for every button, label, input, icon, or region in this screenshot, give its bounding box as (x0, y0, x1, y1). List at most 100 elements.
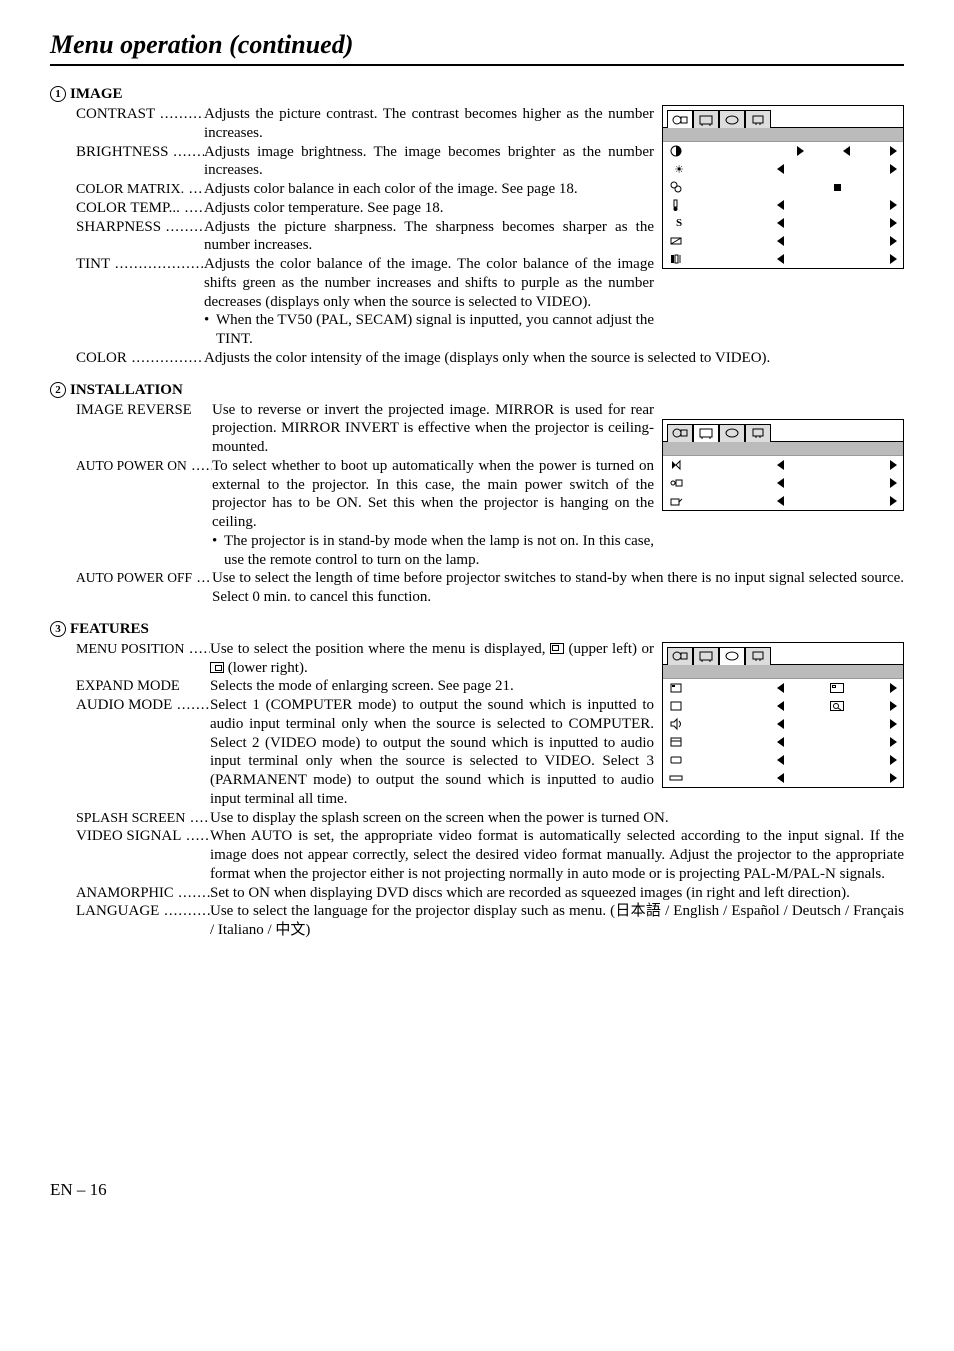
menu-panel-features (662, 642, 904, 788)
label-contrast: CONTRAST (76, 105, 204, 124)
desc-splash: Use to display the splash screen on the … (210, 809, 904, 828)
label-color: COLOR (76, 349, 204, 368)
label-anam: ANAMORPHIC (76, 884, 210, 903)
desc-menupos: Use to select the position where the men… (210, 640, 654, 678)
tri-l-icon (777, 200, 784, 210)
menu-row-splash[interactable] (663, 733, 903, 751)
page-number: EN – 16 (50, 1180, 904, 1200)
menu-tabs (663, 643, 903, 665)
item-sharpness: SHARPNESSAdjusts the picture sharpness. … (76, 218, 654, 256)
menu-row-expand[interactable] (663, 697, 903, 715)
menu-row-apoff[interactable] (663, 492, 903, 510)
tri-l-icon (843, 146, 850, 156)
tab-signal-icon[interactable] (745, 647, 771, 665)
menu-row-bright[interactable]: ☀ (663, 160, 903, 178)
section-features-header: 3FEATURES (50, 621, 904, 638)
tri-r-icon (890, 478, 897, 488)
upperleft-icon (550, 643, 564, 654)
menu-row-contrast[interactable] (663, 142, 903, 160)
tab-signal-icon[interactable] (745, 424, 771, 442)
tri-l-icon (777, 218, 784, 228)
desc-color: Adjusts the color intensity of the image… (204, 349, 904, 368)
label-colormatrix: COLOR MATRIX. (76, 180, 204, 199)
menu-row-audio[interactable] (663, 715, 903, 733)
tri-l-icon (777, 478, 784, 488)
tri-l-icon (777, 737, 784, 747)
splash-icon (669, 735, 689, 749)
tab-features-icon[interactable] (719, 110, 745, 128)
tri-l-icon (777, 755, 784, 765)
lowerright-icon (210, 662, 224, 673)
desc-anam: Set to ON when displaying DVD discs whic… (210, 884, 904, 903)
menu-row-reverse[interactable] (663, 456, 903, 474)
menu-toprow (663, 665, 903, 679)
tri-r-icon (890, 460, 897, 470)
tab-features-icon[interactable] (719, 424, 745, 442)
section-features-title: FEATURES (70, 621, 149, 637)
tab-features-icon[interactable] (719, 647, 745, 665)
desc-colortemp: Adjusts color temperature. See page 18. (204, 199, 654, 218)
tri-r-icon (890, 236, 897, 246)
tab-image-icon[interactable] (667, 110, 693, 128)
menu-row-matrix[interactable] (663, 178, 903, 196)
tab-install-icon[interactable] (693, 647, 719, 665)
item-brightness: BRIGHTNESSAdjusts image brightness. The … (76, 143, 654, 181)
menu-row-anam[interactable] (663, 769, 903, 787)
circled-2: 2 (50, 382, 66, 398)
tri-l-icon (777, 719, 784, 729)
label-lang: LANGUAGE (76, 902, 210, 921)
section-install-header: 2INSTALLATION (50, 382, 904, 399)
desc-vidsig: When AUTO is set, the appropriate video … (210, 827, 904, 883)
item-apon: AUTO POWER ONTo select whether to boot u… (76, 457, 654, 570)
label-splash: SPLASH SCREEN (76, 809, 210, 828)
tri-r-icon (890, 773, 897, 783)
tri-r-icon (890, 719, 897, 729)
menu-panel-image: ☀ S (662, 105, 904, 269)
square-icon (834, 184, 841, 191)
menu-toprow (663, 128, 903, 142)
matrix-icon (669, 180, 689, 194)
item-apoff: AUTO POWER OFFUse to select the length o… (76, 569, 904, 607)
menu-row-vidsig[interactable] (663, 751, 903, 769)
page-title: Menu operation (continued) (50, 30, 904, 66)
item-contrast: CONTRASTAdjusts the picture contrast. Th… (76, 105, 654, 143)
menu-row-color[interactable] (663, 250, 903, 268)
menu-row-apon[interactable] (663, 474, 903, 492)
label-tint: TINT (76, 255, 204, 274)
poweron-icon (669, 476, 689, 490)
tri-r-icon (890, 683, 897, 693)
menu-row-sharp[interactable]: S (663, 214, 903, 232)
tri-r-icon (890, 200, 897, 210)
menu-row-menupos[interactable] (663, 679, 903, 697)
brightness-icon: ☀ (669, 163, 689, 176)
tri-r-icon (890, 737, 897, 747)
temp-icon (669, 198, 689, 212)
menu-panel-install (662, 419, 904, 511)
tab-image-icon[interactable] (667, 647, 693, 665)
menu-toprow (663, 442, 903, 456)
section-image-title: IMAGE (70, 86, 123, 102)
menu-row-tint[interactable] (663, 232, 903, 250)
menu-row-temp[interactable] (663, 196, 903, 214)
tab-image-icon[interactable] (667, 424, 693, 442)
tab-install-icon[interactable] (693, 110, 719, 128)
item-vidsig: VIDEO SIGNALWhen AUTO is set, the approp… (76, 827, 904, 883)
menu-tabs (663, 106, 903, 128)
label-vidsig: VIDEO SIGNAL (76, 827, 210, 846)
label-sharpness: SHARPNESS (76, 218, 204, 237)
contrast-icon (669, 144, 689, 158)
tint-icon (669, 234, 689, 248)
tri-l-icon (777, 701, 784, 711)
section-image-header: 1IMAGE (50, 86, 904, 103)
desc-audio: Select 1 (COMPUTER mode) to output the s… (210, 696, 654, 809)
sharp-icon: S (669, 217, 689, 229)
circled-1: 1 (50, 86, 66, 102)
desc-tint: Adjusts the color balance of the image. … (204, 255, 654, 349)
item-colortemp: COLOR TEMP...Adjusts color temperature. … (76, 199, 654, 218)
desc-sharpness: Adjusts the picture sharpness. The sharp… (204, 218, 654, 256)
section-install-title: INSTALLATION (70, 382, 183, 398)
tab-install-icon[interactable] (693, 424, 719, 442)
desc-contrast: Adjusts the picture contrast. The contra… (204, 105, 654, 143)
tri-l-icon (777, 236, 784, 246)
tab-signal-icon[interactable] (745, 110, 771, 128)
